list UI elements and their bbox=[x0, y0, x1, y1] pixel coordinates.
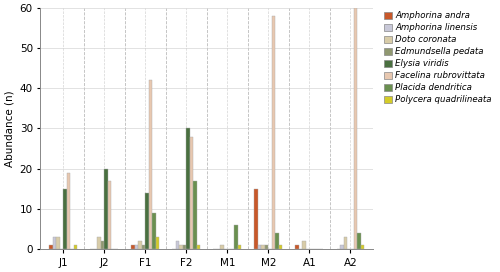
Legend: Amphorina andra, Amphorina linensis, Doto coronata, Edmundsella pedata, Elysia v: Amphorina andra, Amphorina linensis, Dot… bbox=[380, 8, 496, 108]
Bar bbox=[262, 245, 265, 249]
Bar bbox=[302, 241, 306, 249]
Bar bbox=[276, 233, 279, 249]
Bar bbox=[265, 245, 268, 249]
Bar bbox=[234, 225, 238, 249]
Bar bbox=[183, 245, 186, 249]
Bar bbox=[152, 213, 156, 249]
Y-axis label: Abundance (n): Abundance (n) bbox=[4, 90, 14, 167]
Bar bbox=[340, 245, 344, 249]
Bar bbox=[196, 245, 200, 249]
Bar bbox=[108, 181, 111, 249]
Bar bbox=[176, 241, 180, 249]
Bar bbox=[100, 241, 104, 249]
Bar bbox=[148, 80, 152, 249]
Bar bbox=[66, 173, 70, 249]
Bar bbox=[258, 245, 262, 249]
Bar bbox=[193, 181, 196, 249]
Bar bbox=[344, 237, 347, 249]
Bar bbox=[238, 245, 242, 249]
Bar bbox=[49, 245, 52, 249]
Bar bbox=[361, 245, 364, 249]
Bar bbox=[134, 245, 138, 249]
Bar bbox=[272, 16, 276, 249]
Bar bbox=[279, 245, 282, 249]
Bar bbox=[142, 245, 145, 249]
Bar bbox=[220, 245, 224, 249]
Bar bbox=[56, 237, 59, 249]
Bar bbox=[254, 189, 258, 249]
Bar bbox=[74, 245, 77, 249]
Bar bbox=[354, 8, 358, 249]
Bar bbox=[138, 241, 141, 249]
Bar bbox=[145, 193, 148, 249]
Bar bbox=[156, 237, 159, 249]
Bar bbox=[63, 189, 66, 249]
Bar bbox=[97, 237, 100, 249]
Bar bbox=[104, 169, 108, 249]
Bar bbox=[180, 245, 183, 249]
Bar bbox=[190, 137, 193, 249]
Bar bbox=[358, 233, 361, 249]
Bar bbox=[296, 245, 299, 249]
Bar bbox=[186, 128, 190, 249]
Bar bbox=[131, 245, 134, 249]
Bar bbox=[52, 237, 56, 249]
